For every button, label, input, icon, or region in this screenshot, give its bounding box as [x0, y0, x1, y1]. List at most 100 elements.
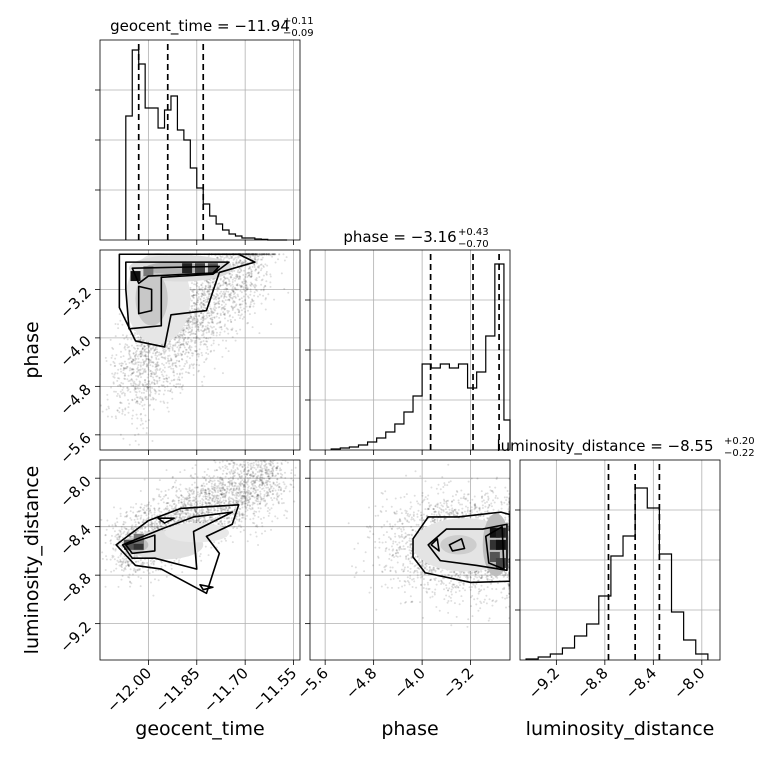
scatter-point — [204, 497, 207, 500]
scatter-point — [209, 519, 212, 522]
scatter-point — [185, 497, 188, 500]
scatter-point — [218, 285, 221, 288]
scatter-point — [187, 509, 190, 512]
scatter-point — [192, 352, 195, 355]
scatter-point — [233, 463, 236, 466]
scatter-point — [260, 473, 263, 476]
scatter-point — [161, 384, 164, 387]
scatter-point — [137, 368, 140, 371]
scatter-point — [209, 336, 212, 339]
scatter-point — [203, 329, 206, 332]
scatter-point — [204, 493, 207, 496]
scatter-point — [148, 358, 151, 361]
scatter-point — [255, 500, 258, 503]
scatter-point — [163, 386, 166, 389]
scatter-point — [131, 399, 134, 402]
scatter-point — [202, 299, 205, 302]
scatter-point — [219, 489, 222, 492]
scatter-point — [195, 308, 198, 311]
scatter-point — [147, 503, 150, 506]
scatter-point — [198, 287, 201, 290]
scatter-point — [153, 527, 156, 530]
scatter-point — [161, 525, 164, 528]
scatter-point — [252, 482, 255, 485]
scatter-point — [125, 515, 128, 518]
scatter-point — [249, 284, 252, 287]
scatter-point — [173, 378, 176, 381]
scatter-point — [152, 497, 155, 500]
scatter-point — [152, 347, 155, 350]
scatter-point — [226, 287, 229, 290]
scatter-point — [253, 264, 256, 267]
scatter-point — [166, 377, 169, 380]
scatter-point — [191, 304, 194, 307]
scatter-point — [208, 494, 211, 497]
scatter-point — [289, 483, 292, 486]
scatter-point — [260, 474, 263, 477]
scatter-point — [195, 504, 198, 507]
scatter-point — [135, 349, 138, 352]
scatter-point — [265, 253, 268, 256]
scatter-point — [193, 283, 196, 286]
scatter-point — [224, 293, 227, 296]
scatter-point — [144, 348, 147, 351]
scatter-point — [239, 491, 242, 494]
scatter-point — [266, 473, 269, 476]
scatter-point — [120, 533, 123, 536]
scatter-point — [277, 451, 279, 453]
scatter-point — [262, 481, 265, 484]
scatter-point — [255, 510, 258, 513]
scatter-point — [254, 481, 257, 484]
scatter-point — [115, 567, 118, 570]
scatter-point — [179, 333, 182, 336]
scatter-point — [242, 496, 245, 499]
x-tick-label: −9.2 — [525, 664, 563, 702]
scatter-point — [188, 365, 191, 368]
scatter-point — [242, 261, 245, 264]
scatter-point — [202, 303, 205, 306]
scatter-point — [156, 365, 159, 368]
scatter-point — [158, 377, 161, 380]
scatter-point — [190, 509, 193, 512]
scatter-point — [206, 326, 209, 329]
scatter-point — [251, 466, 254, 469]
scatter-point — [132, 385, 135, 388]
scatter-point — [119, 385, 122, 388]
scatter-point — [186, 511, 189, 514]
scatter-point — [266, 510, 269, 513]
scatter-point — [184, 505, 187, 508]
scatter-point — [251, 253, 254, 256]
scatter-point — [250, 253, 253, 256]
scatter-point — [202, 321, 205, 324]
scatter-point — [216, 509, 219, 512]
scatter-point — [247, 253, 250, 256]
scatter-point — [247, 469, 250, 472]
scatter-point — [117, 384, 120, 387]
scatter-point — [174, 516, 177, 519]
scatter-point — [197, 328, 200, 331]
scatter-point — [200, 287, 203, 290]
scatter-point — [161, 373, 164, 376]
scatter-point — [127, 380, 130, 383]
scatter-point — [190, 340, 193, 343]
scatter-point — [221, 280, 224, 283]
scatter-point — [228, 272, 231, 275]
scatter-point — [150, 382, 153, 385]
scatter-point — [120, 578, 123, 581]
scatter-point — [232, 489, 235, 492]
scatter-point — [233, 287, 236, 290]
scatter-point — [120, 563, 123, 566]
scatter-point — [249, 493, 252, 496]
scatter-point — [245, 253, 248, 256]
scatter-point — [238, 260, 241, 263]
scatter-point — [173, 520, 176, 523]
scatter-point — [191, 323, 194, 326]
scatter-point — [216, 287, 219, 290]
scatter-point — [237, 500, 240, 503]
scatter-point — [208, 492, 211, 495]
scatter-point — [126, 389, 129, 392]
scatter-point — [147, 516, 150, 519]
scatter-point — [190, 332, 193, 335]
scatter-point — [196, 329, 199, 332]
scatter-point — [131, 368, 134, 371]
